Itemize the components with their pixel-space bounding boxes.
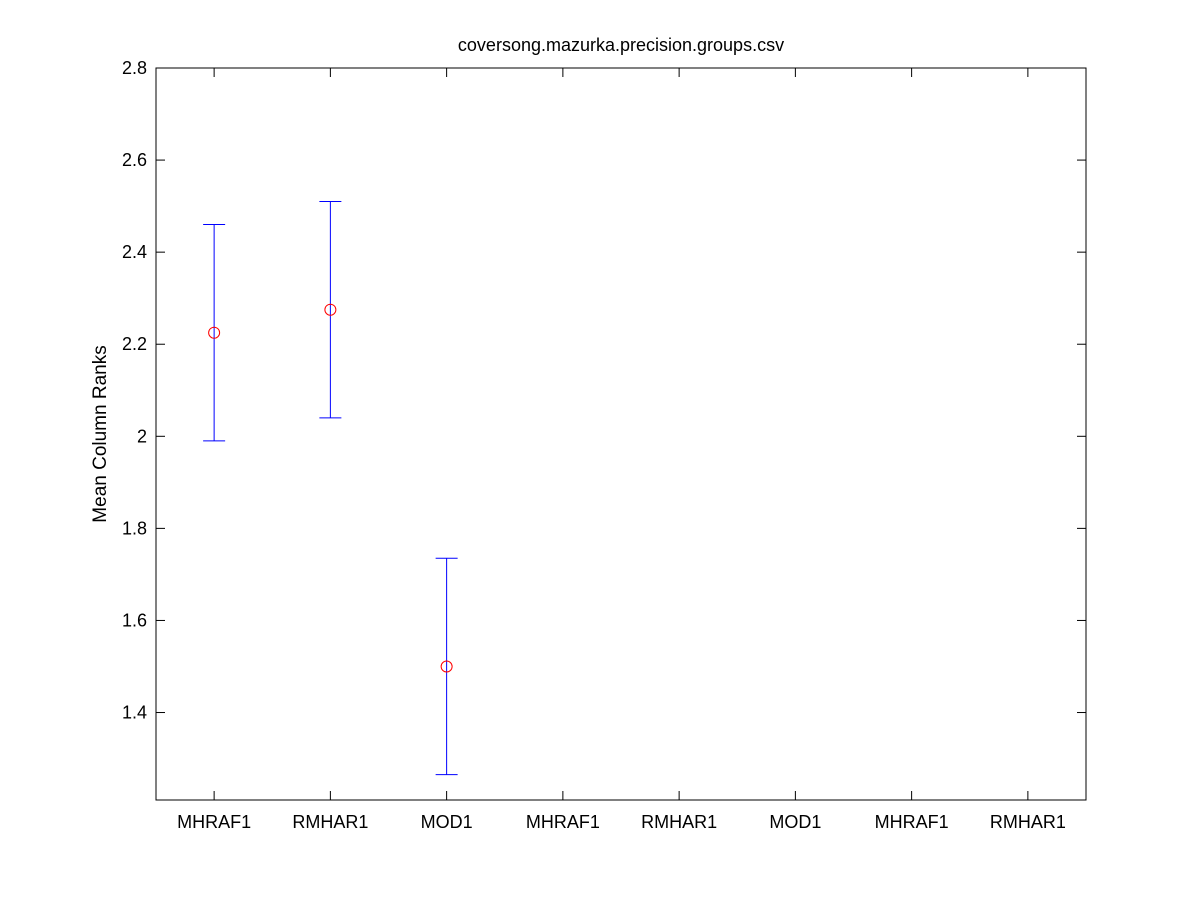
plot-area-frame xyxy=(155,67,1087,801)
y-tick-label: 1.4 xyxy=(122,703,147,723)
y-tick-label: 2.4 xyxy=(122,242,147,262)
x-tick-label: RMHAR1 xyxy=(990,812,1066,832)
x-tick-label: MOD1 xyxy=(769,812,821,832)
y-axis-label: Mean Column Ranks xyxy=(90,345,111,522)
x-tick-label: MHRAF1 xyxy=(526,812,600,832)
mean-marker xyxy=(208,326,221,339)
mean-marker xyxy=(440,660,453,673)
y-tick-label: 2.6 xyxy=(122,150,147,170)
mean-marker xyxy=(324,303,337,316)
chart-title: coversong.mazurka.precision.groups.csv xyxy=(458,35,784,55)
x-tick-label: MOD1 xyxy=(421,812,473,832)
axes-layer: 1.4 1.6 1.8 2 2.2 2.4 2.6 2.8 MHRAF1 RMHAR1 MOD1 MH… xyxy=(122,58,1087,832)
x-tick-label: RMHAR1 xyxy=(641,812,717,832)
y-tick-label: 2.2 xyxy=(122,334,147,354)
y-tick-label: 2.8 xyxy=(122,58,147,78)
x-tick-label: RMHAR1 xyxy=(292,812,368,832)
y-tick-label: 1.6 xyxy=(122,610,147,630)
x-tick-label: MHRAF1 xyxy=(177,812,251,832)
y-tick-label: 2 xyxy=(137,426,147,446)
marks-layer xyxy=(203,201,458,776)
x-tick-label: MHRAF1 xyxy=(875,812,949,832)
y-tick-label: 1.8 xyxy=(122,518,147,538)
